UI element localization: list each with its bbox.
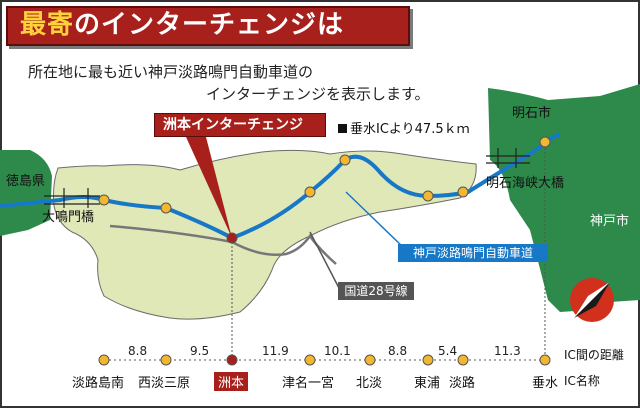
highway-label: 神戸淡路鳴門自動車道 [398,244,548,262]
title-highlight: 最寄 [20,10,75,40]
label-kobe-city: 神戸市 [590,214,630,229]
awaji-island [53,149,477,320]
callout-pointer [186,137,232,238]
kobe-land [488,84,640,312]
ic-name-1: 淡路島南 [72,376,125,391]
page-title: 最寄のインターチェンジは [6,6,410,46]
map-ic-dots [98,136,551,214]
distance-5: 8.8 [388,344,408,358]
distance-text: 垂水ICより47.5ｋｍ [350,122,470,137]
distance-4: 10.1 [324,344,351,358]
ic-name-4: 津名一宮 [282,376,335,391]
label-naruto-bridge: 大鳴門橋 [42,210,95,225]
ic-name-5: 北淡 [356,376,383,391]
line-ic-dots [98,354,551,366]
distance-6: 5.4 [438,344,458,358]
legend-distance: IC間の距離 [564,348,624,362]
tokushima-land [0,150,52,236]
ic-name-8: 垂水 [532,376,559,391]
label-tokushima: 徳島県 [6,174,46,189]
akashi-bridge-mark [486,148,530,168]
ic-name-7: 淡路 [449,376,476,391]
description-line1: 所在地に最も近い神戸淡路鳴門自動車道の [28,63,314,81]
map-ic-selected [226,232,238,244]
distance-7: 11.3 [494,344,521,358]
naruto-bridge-mark [44,188,100,208]
line-ic-selected [226,354,238,366]
ic-name-6: 東浦 [414,376,441,391]
label-akashi-city: 明石市 [512,106,552,121]
distance-2: 9.5 [190,344,210,358]
legend-names: IC名称 [564,374,600,388]
ic-name-3-selected: 洲本 [214,372,249,391]
description-line2: インターチェンジを表示します。 [206,85,430,103]
route28-line [109,224,337,265]
distance-note: 垂水ICより47.5ｋｍ [338,118,470,137]
route28-label: 国道28号線 [338,282,414,300]
title-rest: のインターチェンジは [74,10,345,40]
label-akashi-bridge: 明石海峡大橋 [486,176,565,191]
north-arrow-icon [570,278,614,322]
ic-name-2: 西淡三原 [138,376,191,391]
selected-ic-callout: 洲本インターチェンジ [154,113,326,137]
distance-3: 11.9 [262,344,289,358]
bullet-square-icon [338,124,347,133]
distance-1: 8.8 [128,344,148,358]
